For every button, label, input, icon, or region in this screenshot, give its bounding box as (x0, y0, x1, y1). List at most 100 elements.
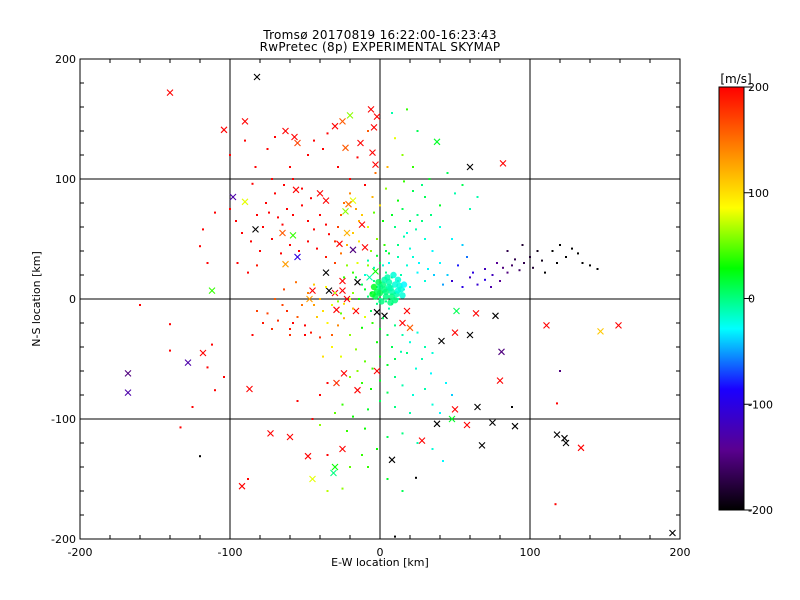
dot-marker (301, 204, 303, 207)
x-marker (615, 322, 622, 329)
x-marker (309, 475, 316, 483)
dot-marker (326, 322, 329, 324)
dot-marker (379, 400, 381, 402)
dot-marker (223, 376, 225, 378)
dot-marker (364, 274, 366, 276)
dot-marker (431, 352, 434, 354)
dot-marker (319, 214, 321, 216)
x-marker (562, 439, 570, 447)
x-marker (246, 385, 253, 393)
dot-marker (268, 211, 270, 214)
dot-marker (445, 382, 447, 384)
cluster-point (394, 287, 402, 294)
dot-marker (559, 370, 561, 372)
dot-marker (352, 232, 354, 234)
dot-marker (376, 254, 378, 257)
dot-marker (544, 271, 546, 274)
dot-marker (446, 172, 449, 174)
x-marker (282, 260, 289, 268)
dot-marker (506, 250, 509, 252)
x-marker (238, 482, 246, 490)
dot-marker (424, 196, 426, 198)
dot-marker (412, 166, 414, 168)
dot-marker (331, 346, 333, 348)
x-marker (433, 420, 441, 428)
dot-marker (277, 216, 279, 219)
dot-marker (496, 262, 498, 264)
dot-marker (343, 202, 345, 204)
dot-marker (250, 240, 252, 243)
dot-marker (340, 355, 342, 358)
dot-marker (529, 256, 531, 258)
x-marker (339, 277, 346, 285)
dot-marker (461, 286, 464, 288)
dot-marker (367, 226, 369, 228)
dot-marker (424, 238, 426, 240)
dot-marker (401, 384, 404, 387)
dot-marker (376, 448, 378, 450)
dot-marker (139, 304, 141, 306)
x-marker (279, 229, 286, 237)
cluster-point (376, 283, 384, 291)
dot-marker (271, 328, 273, 330)
x-marker (357, 139, 364, 147)
dot-marker (292, 178, 294, 180)
x-marker (322, 197, 330, 204)
dot-marker (412, 190, 414, 192)
dot-marker (451, 394, 453, 396)
cluster-point (375, 279, 382, 286)
dot-marker (355, 208, 357, 210)
dot-marker (361, 382, 363, 384)
dot-marker (358, 298, 360, 300)
dot-marker (394, 324, 396, 327)
dot-marker (289, 244, 291, 246)
dot-marker (409, 247, 411, 250)
cluster-point (400, 281, 408, 288)
dot-marker (386, 334, 389, 336)
x-marker (253, 73, 261, 81)
dot-marker (199, 455, 201, 458)
dot-marker (301, 187, 303, 190)
dot-marker (382, 317, 384, 320)
dot-marker (581, 262, 584, 264)
dot-marker (424, 388, 426, 390)
dot-marker (424, 346, 426, 348)
dot-marker (286, 208, 288, 210)
dot-marker (394, 137, 396, 140)
dot-marker (523, 262, 525, 264)
dot-marker (418, 262, 420, 264)
dot-marker (439, 204, 441, 207)
cluster-point (378, 298, 385, 305)
dot-marker (397, 199, 399, 202)
dot-marker (409, 286, 411, 288)
x-marker (241, 198, 249, 206)
dot-marker (286, 310, 288, 312)
dot-marker (394, 358, 396, 360)
dot-marker (334, 292, 336, 294)
dot-marker (409, 341, 411, 344)
x-marker (597, 328, 604, 335)
x-marker (366, 274, 373, 281)
x-marker (489, 419, 496, 426)
y-tick-labels: -200 -100 0 100 200 (51, 53, 76, 546)
dot-marker (313, 139, 315, 142)
dot-marker (356, 262, 359, 264)
dot-marker (397, 298, 399, 300)
x-marker (339, 118, 346, 125)
dot-marker (367, 264, 369, 267)
dot-marker (421, 220, 423, 222)
dot-marker (352, 415, 354, 418)
dot-marker (304, 334, 306, 336)
x-marker (294, 139, 301, 147)
dot-marker (356, 156, 359, 159)
dot-marker (322, 148, 324, 150)
dot-marker (385, 187, 387, 190)
dot-marker (382, 220, 384, 222)
dot-marker (298, 250, 300, 252)
dot-marker (331, 334, 333, 336)
dot-marker (346, 244, 348, 246)
dot-marker (364, 316, 366, 318)
dot-marker (256, 214, 258, 216)
dot-marker (266, 148, 269, 150)
dot-marker (361, 454, 363, 456)
